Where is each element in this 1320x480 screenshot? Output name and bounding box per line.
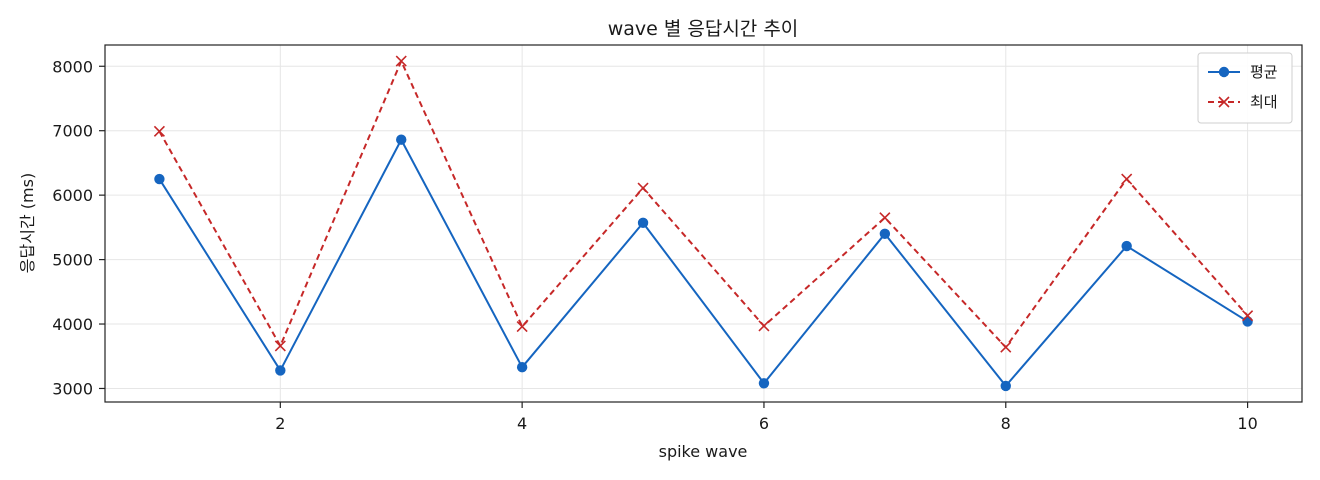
data-point: [153, 125, 165, 137]
chart-title: wave 별 응답시간 추이: [608, 18, 799, 40]
x-tick-label: 2: [275, 414, 285, 433]
legend-marker: [1218, 66, 1230, 78]
y-tick-label: 7000: [52, 122, 93, 141]
series-layer: [153, 55, 1254, 392]
data-point: [1000, 341, 1012, 353]
data-point: [1242, 316, 1253, 327]
y-tick-label: 8000: [52, 57, 93, 76]
data-point: [637, 217, 649, 229]
data-point: [1242, 310, 1254, 322]
data-point: [1121, 240, 1132, 252]
y-tick-label: 4000: [52, 315, 93, 334]
x-tick-label: 8: [1001, 414, 1011, 433]
data-point: [274, 340, 286, 352]
y-tick-label: 6000: [52, 186, 93, 205]
plot-frame: [104, 44, 1303, 403]
x-tick-label: 4: [517, 414, 527, 433]
legend-marker: [1218, 96, 1230, 108]
x-tick-label: 6: [759, 414, 769, 433]
axis-ticks: 2 4 6 8 10 3000 4000 5000 6000 7000 8000: [52, 57, 1257, 433]
legend-box: [1197, 52, 1293, 124]
legend-label: 평균: [1250, 63, 1278, 81]
data-point: [1000, 380, 1011, 392]
data-point: [758, 320, 770, 332]
y-axis-label: 응답시간 (ms): [18, 173, 37, 273]
series-max: [153, 55, 1254, 353]
data-point: [396, 134, 407, 145]
legend-item: 평균: [1208, 63, 1278, 81]
x-tick-label: 10: [1237, 414, 1257, 433]
legend-label: 최대: [1250, 93, 1278, 111]
y-tick-label: 5000: [52, 251, 93, 270]
data-point: [395, 55, 407, 67]
grid-lines: [105, 45, 1302, 402]
series-average: [154, 134, 1253, 392]
data-point: [516, 362, 528, 373]
data-point: [275, 365, 286, 376]
series-line: [158, 60, 1249, 349]
x-axis-label: spike wave: [659, 442, 748, 461]
data-point: [758, 378, 770, 389]
data-point: [637, 182, 649, 194]
data-point: [1121, 173, 1133, 185]
data-point: [154, 173, 165, 185]
data-point: [879, 228, 891, 240]
data-point: [879, 212, 891, 224]
series-line: [158, 138, 1249, 387]
legend-item: 최대: [1208, 93, 1278, 111]
y-tick-label: 3000: [52, 379, 93, 398]
data-point: [516, 321, 528, 333]
